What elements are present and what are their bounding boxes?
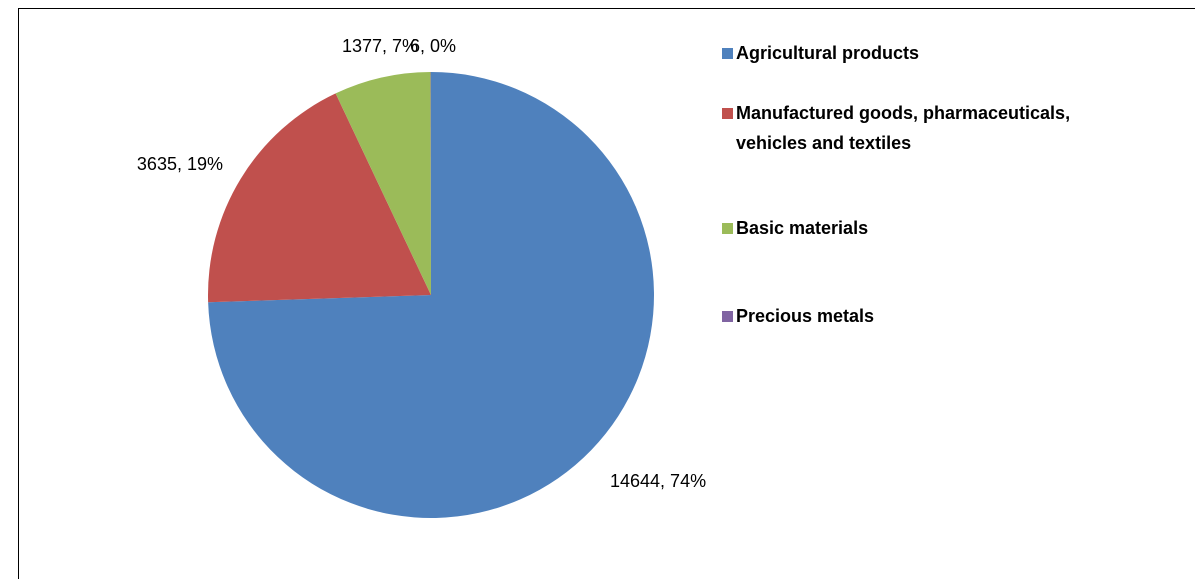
legend-swatch — [722, 311, 733, 322]
legend-label: Manufactured goods, pharmaceuticals, veh… — [736, 103, 1071, 153]
legend-swatch — [722, 48, 733, 59]
legend-item: Basic materials — [722, 213, 1162, 243]
legend-swatch — [722, 223, 733, 234]
data-label: 1377, 7% — [342, 36, 418, 56]
data-label: 14644, 74% — [610, 471, 706, 491]
pie-slice — [208, 72, 654, 518]
legend-label: Basic materials — [736, 218, 869, 238]
legend-label: Precious metals — [736, 306, 875, 326]
legend-item: Precious metals — [722, 301, 1162, 331]
chart-frame — [18, 8, 1195, 579]
legend-swatch — [722, 108, 733, 119]
data-label: 3635, 19% — [137, 154, 223, 174]
pie-slice — [335, 72, 431, 295]
legend-item: Agricultural products — [722, 38, 1162, 68]
pie-slice — [208, 93, 431, 303]
legend-label: Agricultural products — [736, 43, 920, 63]
legend-item: Manufactured goods, pharmaceuticals, veh… — [722, 98, 1162, 158]
data-label: 6, 0% — [410, 36, 456, 56]
